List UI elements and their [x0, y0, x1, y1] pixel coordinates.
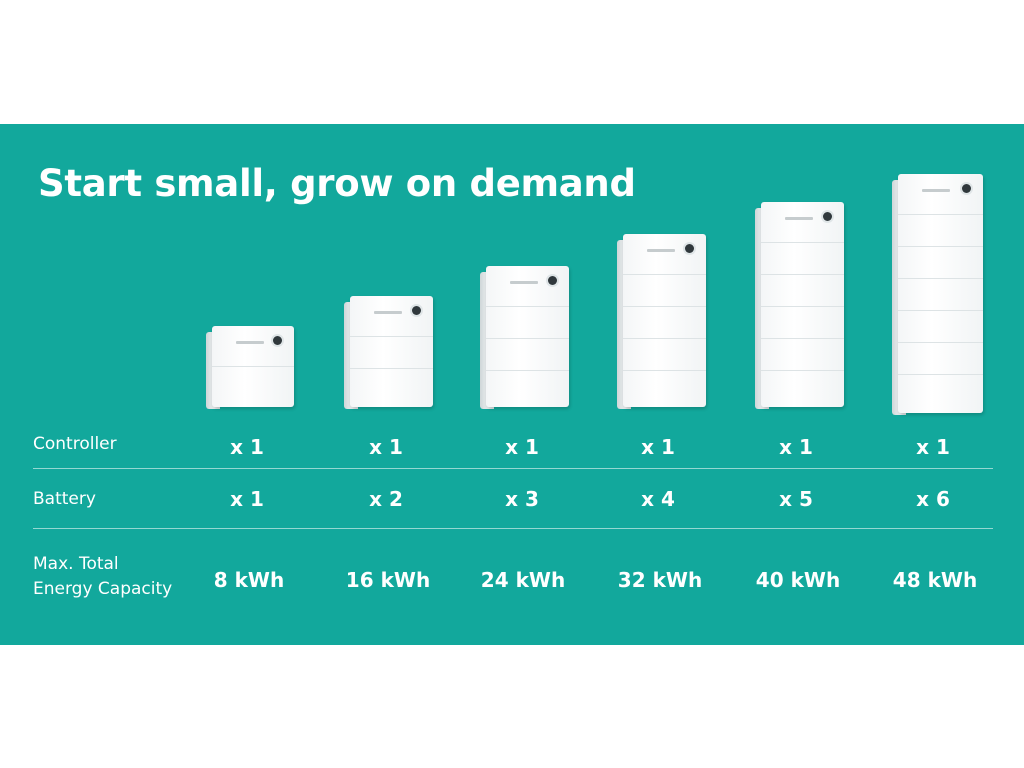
- unit-front-panel: [898, 174, 983, 413]
- module-divider: [623, 370, 706, 371]
- capacity-row-label-line1: Max. Total: [33, 554, 119, 574]
- module-divider: [486, 306, 569, 307]
- battery-unit-1: [206, 326, 294, 409]
- module-divider: [898, 214, 983, 215]
- unit-front-panel: [623, 234, 706, 407]
- battery-unit-lineup: [0, 124, 1024, 424]
- brand-mark: [236, 341, 264, 344]
- battery-row-label: Battery: [33, 489, 96, 509]
- capacity-value: 8 kWh: [213, 568, 285, 592]
- controller-row-label: Controller: [33, 434, 117, 454]
- row-divider: [33, 468, 993, 469]
- capacity-value: 32 kWh: [617, 568, 703, 592]
- status-indicator-icon: [273, 336, 282, 345]
- battery-unit-6: [892, 174, 983, 415]
- capacity-value: 24 kWh: [480, 568, 566, 592]
- controller-count: x 1: [230, 435, 264, 459]
- status-indicator-icon: [548, 276, 557, 285]
- module-divider: [898, 278, 983, 279]
- brand-mark: [785, 217, 813, 220]
- brand-mark: [647, 249, 675, 252]
- capacity-value: 16 kWh: [345, 568, 431, 592]
- status-indicator-icon: [962, 184, 971, 193]
- module-divider: [761, 370, 844, 371]
- controller-count: x 1: [505, 435, 539, 459]
- module-divider: [898, 310, 983, 311]
- module-divider: [212, 366, 294, 367]
- brand-mark: [922, 189, 950, 192]
- row-divider: [33, 528, 993, 529]
- unit-front-panel: [350, 296, 433, 407]
- brand-mark: [510, 281, 538, 284]
- module-divider: [898, 342, 983, 343]
- status-indicator-icon: [412, 306, 421, 315]
- module-divider: [761, 306, 844, 307]
- module-divider: [350, 336, 433, 337]
- promo-banner: Start small, grow on demand: [0, 124, 1024, 645]
- module-divider: [486, 338, 569, 339]
- battery-count: x 6: [916, 487, 950, 511]
- controller-count: x 1: [916, 435, 950, 459]
- module-divider: [623, 306, 706, 307]
- controller-count: x 1: [779, 435, 813, 459]
- battery-unit-3: [480, 266, 569, 409]
- battery-count: x 5: [779, 487, 813, 511]
- module-divider: [898, 374, 983, 375]
- capacity-value: 40 kWh: [755, 568, 841, 592]
- controller-count: x 1: [641, 435, 675, 459]
- banner-title: Start small, grow on demand: [38, 162, 636, 205]
- capacity-row-label-line2: Energy Capacity: [33, 579, 173, 599]
- module-divider: [898, 246, 983, 247]
- battery-unit-2: [344, 296, 433, 409]
- module-divider: [761, 242, 844, 243]
- battery-count: x 1: [230, 487, 264, 511]
- unit-front-panel: [486, 266, 569, 407]
- battery-count: x 4: [641, 487, 675, 511]
- battery-unit-4: [617, 234, 706, 409]
- battery-unit-5: [755, 202, 844, 409]
- battery-count: x 2: [369, 487, 403, 511]
- module-divider: [350, 368, 433, 369]
- module-divider: [623, 274, 706, 275]
- module-divider: [761, 338, 844, 339]
- unit-front-panel: [761, 202, 844, 407]
- status-indicator-icon: [685, 244, 694, 253]
- battery-count: x 3: [505, 487, 539, 511]
- module-divider: [486, 370, 569, 371]
- module-divider: [623, 338, 706, 339]
- status-indicator-icon: [823, 212, 832, 221]
- controller-count: x 1: [369, 435, 403, 459]
- module-divider: [761, 274, 844, 275]
- brand-mark: [374, 311, 402, 314]
- capacity-value: 48 kWh: [892, 568, 978, 592]
